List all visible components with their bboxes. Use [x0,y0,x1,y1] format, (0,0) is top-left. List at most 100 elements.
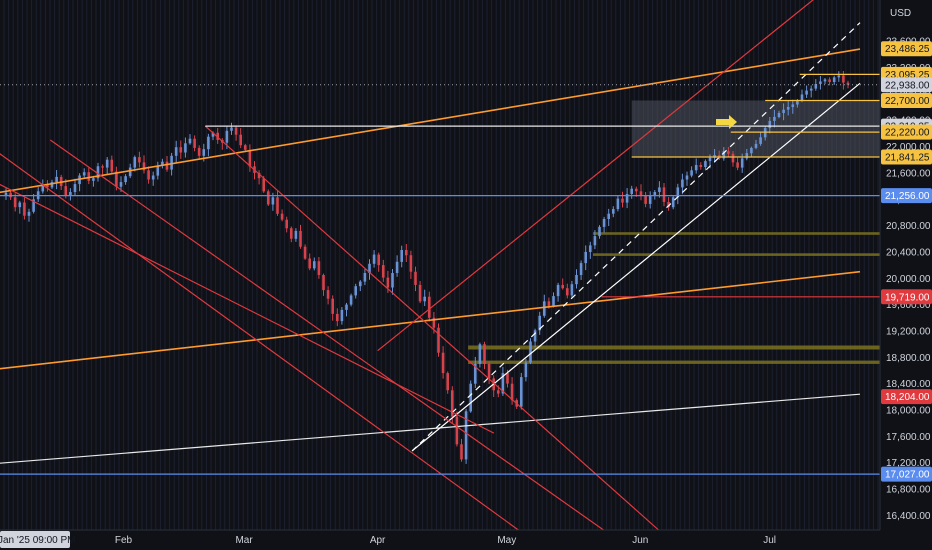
price-tick: 16,800.00 [886,485,931,496]
candle-body [621,198,624,203]
trend-line-10[interactable] [0,180,495,434]
candle-body [115,171,118,187]
candle-body [386,277,390,288]
candle-body [340,309,344,322]
candle-body [451,390,454,417]
candle-body [133,157,137,168]
candle-body [391,273,394,288]
candle-body [207,136,210,150]
candle-body [699,165,703,167]
price-tick: 19,200.00 [886,327,931,338]
trend-lines[interactable] [0,0,880,550]
candle-body [773,116,776,121]
candle-body [13,197,17,208]
candle-body [55,176,58,183]
candle-body [483,344,486,364]
trend-line-3[interactable] [0,393,861,464]
candle-body [593,236,597,246]
price-tick: 22,000.00 [886,142,931,153]
candle-body [432,317,436,328]
yellow-arrow-icon [716,115,737,129]
candle-body [299,230,302,247]
candle-body [819,81,822,84]
price-tick: 16,400.00 [886,511,931,522]
candle-body [727,151,730,154]
candle-body [547,301,551,306]
candle-body [584,251,587,264]
candle-body [662,187,666,202]
zone-2[interactable] [593,253,880,256]
candle-body [188,138,192,144]
time-axis-ticks: Feb Mar Apr May Jun Jul [115,535,776,546]
trend-line-5[interactable] [411,22,861,452]
candle-body [575,275,578,285]
price-label-text: 18,204.00 [885,392,930,403]
candle-body [552,296,555,306]
candle-body [478,344,482,364]
candle-body [823,79,827,82]
trend-line-1[interactable] [0,270,861,370]
candle-body [216,132,219,140]
time-axis[interactable] [0,530,932,550]
candle-body [506,373,509,384]
zone-1[interactable] [593,232,880,235]
price-label-badge [881,77,932,93]
price-label-text: 19,719.00 [885,292,930,303]
trend-line-2[interactable] [0,48,861,194]
arrow-marker [716,115,737,129]
candle-body [50,182,54,188]
candle-body [110,159,114,172]
candle-body [681,179,684,188]
candle-body [543,301,546,316]
price-label-text: 22,938.00 [885,80,930,91]
candle-body [128,167,132,177]
candle-body [308,258,311,269]
candle-body [667,201,670,208]
candle-body [313,261,316,269]
candle-body [262,178,265,192]
candle-body [276,197,279,214]
candle-body [731,153,735,163]
zone-3[interactable] [468,345,880,350]
candle-body [73,184,77,192]
price-label-badge [881,41,932,57]
time-tick: Apr [370,535,386,546]
candle-body [271,197,275,205]
candle-body [349,295,353,305]
candle-body [538,315,541,331]
candle-body [41,184,45,192]
candle-body [625,194,629,203]
candle-body [294,230,298,239]
candle-body [202,149,206,156]
candle-body [579,263,583,275]
candle-body [124,176,127,183]
candle-body [267,191,270,205]
trend-line-7[interactable] [0,147,580,550]
price-label-text: 22,700.00 [885,96,930,107]
price-axis-labels: 23,486.2523,095.2522,700.0022,310.2522,2… [881,41,932,482]
trend-line-8[interactable] [49,139,657,550]
candle-body [174,147,178,156]
trend-line-4[interactable] [411,82,861,452]
crosshair-date-text: Jan '25 09:00 PM [0,535,76,546]
price-label-badge [881,389,932,405]
candle-body [814,84,818,89]
price-label-text: 23,095.25 [885,70,930,81]
candle-body [326,290,330,299]
candle-body [740,158,744,168]
trend-line-6[interactable] [377,0,860,352]
candle-body [372,254,376,264]
candle-body [161,161,164,166]
candle-body [96,166,100,179]
price-label-badge [881,93,932,108]
price-label-badge [881,149,932,165]
candle-body [446,373,449,391]
zone-4[interactable] [468,360,880,364]
candle-body [331,298,334,314]
candle-body [520,377,523,407]
candle-body [142,162,146,171]
candle-body [708,157,712,162]
price-label-text: 23,486.25 [885,44,930,55]
trend-line-9[interactable] [204,125,680,549]
